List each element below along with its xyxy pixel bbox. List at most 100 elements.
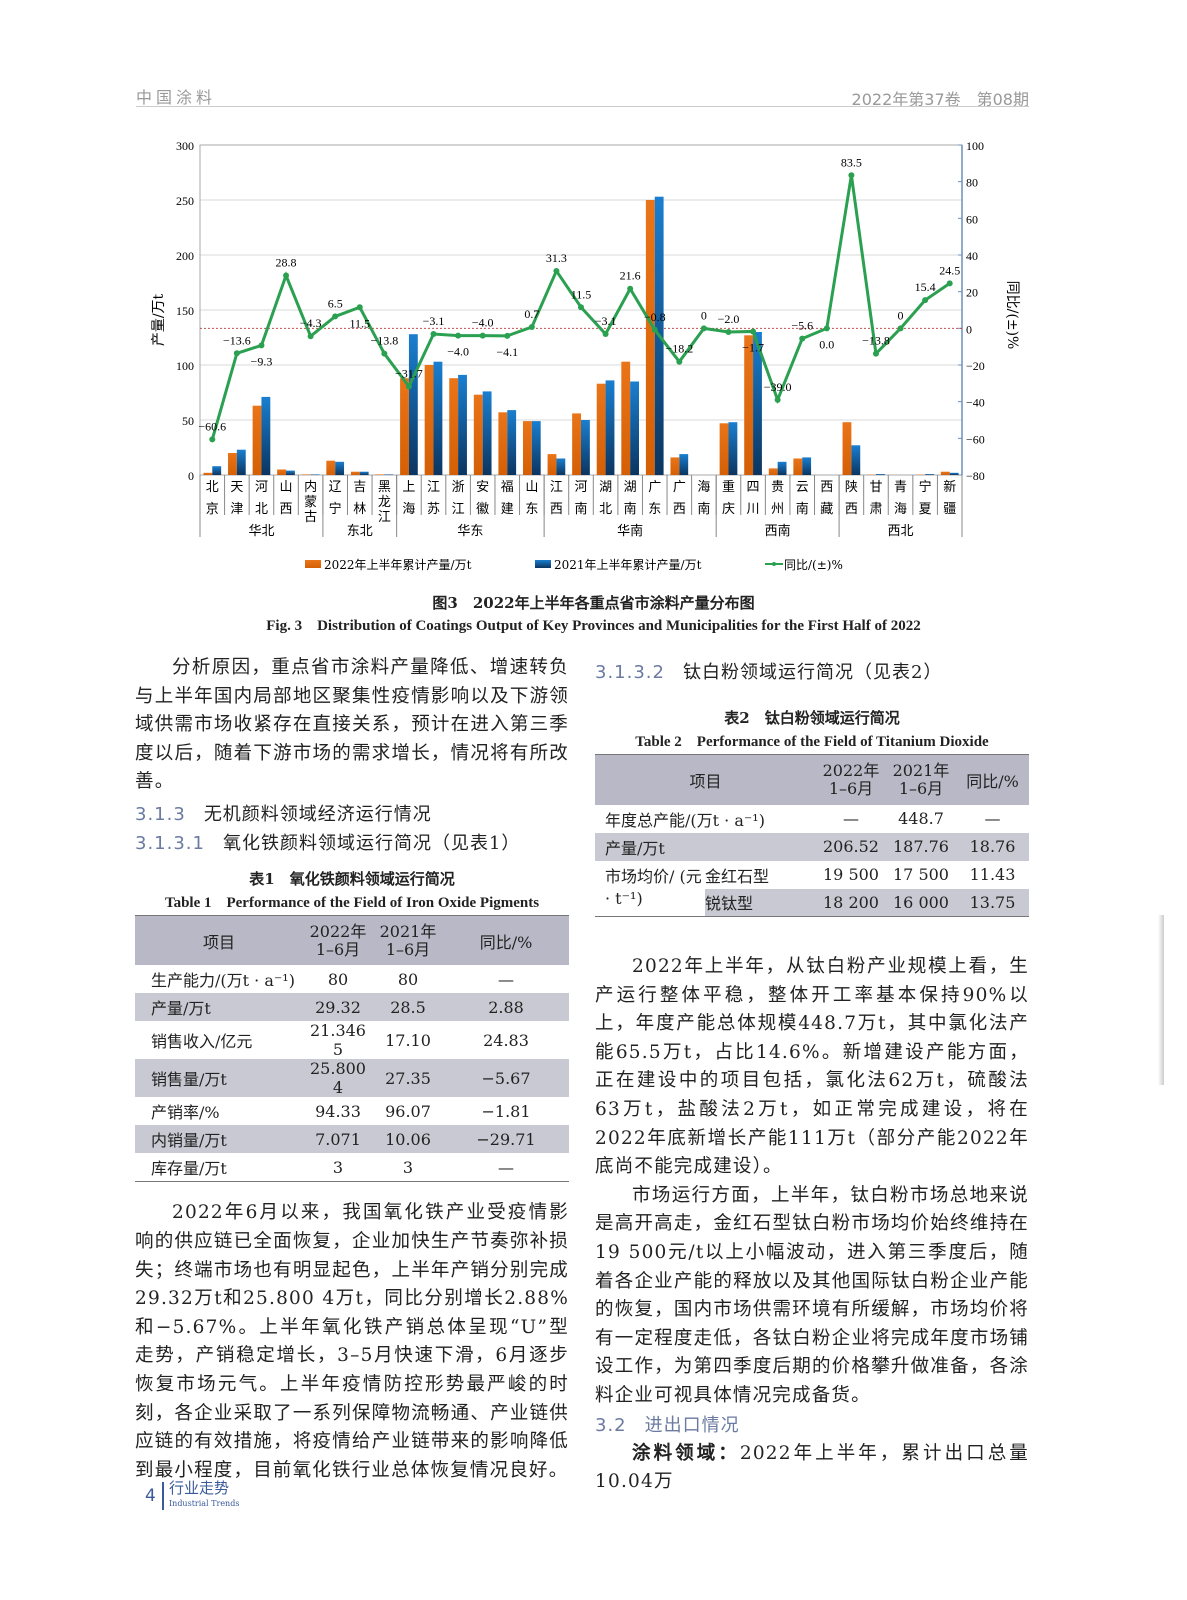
bar-2021 bbox=[802, 457, 812, 475]
bar-2022 bbox=[621, 361, 631, 475]
yoy-data-label: −13.8 bbox=[370, 334, 398, 348]
bar-2022 bbox=[252, 405, 262, 475]
legend-label: 同比/(±)% bbox=[784, 558, 843, 572]
bar-2021 bbox=[925, 474, 934, 475]
yoy-data-label: 0 bbox=[701, 308, 707, 322]
yoy-data-label: 0.0 bbox=[819, 337, 834, 351]
table2-caption-cn: 表2 钛白粉领域运行简况 bbox=[724, 709, 900, 727]
yoy-data-label: −2.0 bbox=[718, 312, 740, 326]
category-label: 福建 bbox=[501, 480, 514, 517]
table1-caption-cn: 表1 氧化铁颜料领域运行简况 bbox=[249, 869, 455, 888]
y2-tick-label: 100 bbox=[966, 139, 984, 153]
category-label: 辽宁 bbox=[329, 480, 342, 517]
right-paragraph-2: 市场运行方面，上半年，钛白粉市场总地来说是高开高走，金红石型钛白粉市场均价始终维… bbox=[595, 1184, 1029, 1406]
category-label: 北京 bbox=[206, 480, 219, 517]
y-tick-label: 100 bbox=[176, 359, 194, 373]
category-label: 内蒙古 bbox=[304, 479, 317, 525]
y-tick-label: 50 bbox=[182, 414, 194, 428]
category-label: 甘肃 bbox=[869, 480, 882, 517]
yoy-data-label: −4.3 bbox=[300, 316, 322, 330]
table1-row: 产销率/% 94.33 96.07 −1.81 bbox=[135, 1097, 569, 1125]
table1-cell: 销售量/万t bbox=[151, 1070, 227, 1090]
table2: 项目 2022年 1–6月 2021年 1–6月 同比/% 年度总产能/(万t … bbox=[595, 754, 1029, 917]
table1-row: 内销量/万t 7.071 10.06 −29.71 bbox=[135, 1125, 569, 1154]
figure-caption-cn: 图3 2022年上半年各重点省市涂料产量分布图 bbox=[432, 594, 755, 612]
bar-2022 bbox=[400, 378, 409, 475]
right-column: 3.1.3.2 钛白粉领域运行简况（见表2） 表2 钛白粉领域运行简况 Table… bbox=[595, 658, 1029, 1497]
bar-2022 bbox=[547, 454, 557, 475]
footer-section-en: Industrial Trends bbox=[169, 1499, 240, 1508]
bar-2021 bbox=[433, 361, 443, 475]
table1-cell: 生产能力/(万t · a⁻¹) bbox=[151, 971, 295, 991]
category-label: 四川 bbox=[747, 480, 760, 517]
yoy-data-label: −13.6 bbox=[223, 333, 251, 347]
yoy-data-label: −3.1 bbox=[423, 314, 445, 328]
table1-cell: 28.5 bbox=[390, 997, 426, 1017]
table1-cell: — bbox=[498, 1157, 514, 1177]
bar-2021 bbox=[949, 472, 959, 475]
category-label: 黑龙江 bbox=[378, 480, 391, 525]
yoy-data-label: 24.5 bbox=[939, 263, 960, 277]
category-label: 贵州 bbox=[771, 480, 784, 517]
table1-cell: −5.67 bbox=[481, 1068, 531, 1088]
table1-cell: 17.10 bbox=[385, 1030, 431, 1050]
yoy-data-label: 28.8 bbox=[276, 256, 297, 270]
legend-label: 2022年上半年累计产量/万t bbox=[324, 558, 472, 572]
bar-2021 bbox=[581, 420, 590, 475]
table1-cell: 25.800 4 bbox=[310, 1059, 366, 1098]
yoy-data-label: −18.2 bbox=[665, 342, 693, 356]
category-label: 海南 bbox=[697, 480, 710, 517]
section-heading-3-1-3: 3.1.3 无机颜料领域经济运行情况 bbox=[135, 803, 432, 825]
bar-2022 bbox=[719, 423, 729, 475]
y2-tick-label: 20 bbox=[966, 286, 978, 300]
yoy-point bbox=[332, 313, 339, 320]
region-label: 西北 bbox=[888, 524, 914, 539]
yoy-point bbox=[872, 350, 879, 357]
yoy-data-label: −4.1 bbox=[496, 345, 518, 359]
yoy-point bbox=[922, 297, 929, 304]
category-label: 天津 bbox=[230, 480, 243, 517]
region-label: 华北 bbox=[248, 524, 274, 539]
table1-cell: 库存量/万t bbox=[151, 1159, 227, 1179]
table1-row: 销售收入/亿元 21.346 5 17.10 24.83 bbox=[135, 1021, 569, 1059]
left-paragraph-1: 分析原因，重点省市涂料产量降低、增速转负与上半年国内局部地区聚集性疫情影响以及下… bbox=[135, 657, 569, 793]
table1-cell: 2.88 bbox=[488, 997, 524, 1017]
table1: 项目 2022年 1–6月 2021年 1–6月 同比/% 生产能力/(万t ·… bbox=[135, 914, 569, 1183]
table1-cell: 3 bbox=[402, 1157, 414, 1177]
table1-cell: 7.071 bbox=[315, 1129, 361, 1149]
category-label: 青海 bbox=[894, 480, 907, 517]
y2-tick-label: 40 bbox=[966, 249, 978, 263]
category-label: 重庆 bbox=[722, 479, 735, 517]
legend-marker bbox=[772, 562, 776, 566]
yoy-data-label: 21.6 bbox=[620, 269, 641, 283]
yoy-data-label: −3.1 bbox=[595, 314, 617, 328]
category-label: 上海 bbox=[402, 480, 415, 517]
legend-swatch bbox=[305, 560, 321, 568]
journal-name: 中国涂料 bbox=[136, 88, 217, 107]
province-output-chart: 0 50 100 150 200 250 300 −80 −60 −40 −20 0 20 40 60 80 1… bbox=[151, 139, 1020, 572]
table2-row: 年度总产能/(万t · a⁻¹) —448.7— bbox=[605, 809, 1001, 830]
yoy-point bbox=[258, 342, 265, 349]
category-label: 江西 bbox=[550, 480, 563, 517]
yoy-data-label: −4.0 bbox=[472, 316, 494, 330]
yoy-point bbox=[602, 331, 609, 338]
category-label: 安徽 bbox=[476, 480, 489, 517]
yoy-data-label: 83.5 bbox=[841, 155, 862, 169]
bar-2021 bbox=[875, 474, 885, 475]
bar-2021 bbox=[236, 449, 246, 475]
yoy-point bbox=[627, 285, 634, 292]
bar-2022 bbox=[424, 365, 434, 475]
yoy-point bbox=[209, 436, 216, 443]
yoy-point bbox=[750, 328, 757, 335]
bar-2021 bbox=[261, 396, 271, 475]
yoy-data-label: −39.0 bbox=[764, 380, 792, 394]
bar-2022 bbox=[768, 468, 778, 475]
bar-2022 bbox=[940, 471, 950, 475]
category-label: 江苏 bbox=[427, 480, 440, 517]
yoy-data-label: −31.7 bbox=[395, 366, 423, 380]
section-heading-3-2: 3.2 进出口情况 bbox=[595, 1414, 740, 1436]
y2-tick-label: −80 bbox=[966, 469, 985, 483]
yoy-data-label: 31.3 bbox=[546, 251, 567, 265]
yoy-point bbox=[725, 329, 732, 335]
table1-cell: 24.83 bbox=[483, 1030, 529, 1050]
